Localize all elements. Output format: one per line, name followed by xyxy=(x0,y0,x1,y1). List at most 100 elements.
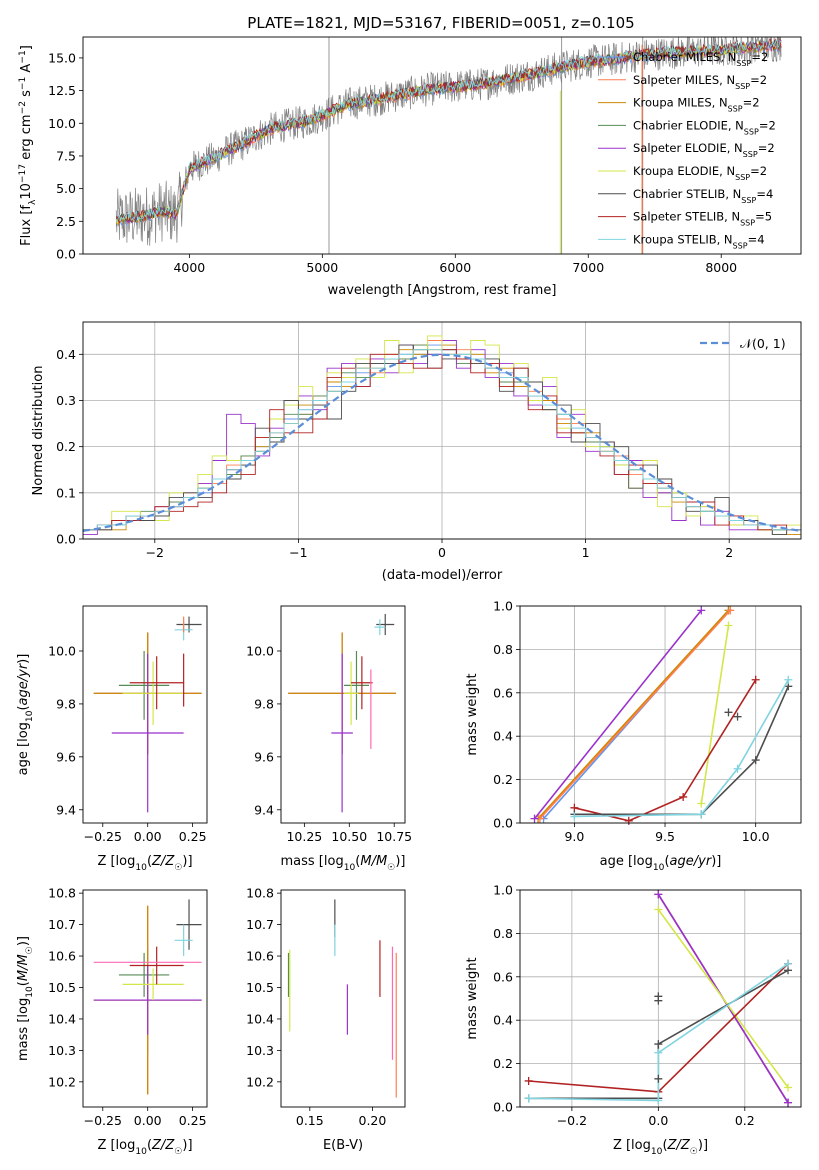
weight-vs-age-marker-7-3 xyxy=(784,675,793,684)
weight-vs-age-xtick-label-0: 9.0 xyxy=(564,829,584,844)
weight-vs-Z-ytick-label-5: 1.0 xyxy=(493,883,513,898)
mass-vs-Z-ytick-label-4: 10.6 xyxy=(48,949,76,964)
mass-vs-Z-xlabel: Z [log10(Z/Z☉)] xyxy=(97,1138,192,1157)
spectrum-model-line-8 xyxy=(116,39,782,223)
age-vs-mass-ytick-label-1: 9.6 xyxy=(254,749,274,764)
weight-vs-age-marker-7-0 xyxy=(570,812,579,821)
age-vs-Z-ytick-label-0: 9.4 xyxy=(56,802,76,817)
spectrum-xtick-label-0: 4000 xyxy=(173,260,205,275)
weight-vs-age-ytick-label-2: 0.4 xyxy=(493,729,513,744)
age-vs-mass-frame xyxy=(280,605,406,824)
residuals-ytick-label-0: 0.0 xyxy=(56,532,76,547)
spectrum-legend-label-8: Kroupa STELIB, NSSP=4 xyxy=(633,232,765,250)
weight-vs-age-ytick-label-4: 0.8 xyxy=(493,642,513,657)
mass-vs-Z-ytick-label-5: 10.7 xyxy=(48,917,76,932)
residuals-frame xyxy=(82,321,802,540)
weight-vs-Z-marker-6-2 xyxy=(654,1048,663,1057)
weight-vs-age-line-4 xyxy=(700,625,730,804)
weight-vs-Z-ytick-label-4: 0.8 xyxy=(493,926,513,941)
spectrum-legend-label-7: Salpeter STELIB, NSSP=5 xyxy=(633,210,772,228)
weight-vs-age-marker-7-1 xyxy=(697,810,706,819)
residuals-xtick-label-4: 2 xyxy=(725,545,733,560)
spectrum-legend-label-0: Chabrier MILES, NSSP=2 xyxy=(633,50,768,68)
mass-vs-Z-ytick-label-6: 10.8 xyxy=(48,886,76,901)
weight-vs-Z-xtick-label-2: 0.2 xyxy=(735,1113,755,1128)
weight-vs-Z-marker-6-1 xyxy=(654,1096,663,1105)
residuals-ylabel: Normed distribution xyxy=(31,366,46,496)
residuals-xtick-label-0: −2 xyxy=(146,545,164,560)
residuals-xtick-label-1: −1 xyxy=(289,545,307,560)
mass-vs-Z-xtick-label-0: −0.25 xyxy=(84,1113,122,1128)
weight-vs-Z-panel: −0.2 0.0 0.2 0.0 0.2 0.4 0.6 0.8 1.0 Z [log10(Z/Z… xyxy=(465,883,802,1157)
age-vs-Z-ytick-label-3: 10.0 xyxy=(48,643,76,658)
age-vs-mass-panel: 10.25 10.50 10.75 9.4 9.6 9.8 10.0 mass [log10(… xyxy=(246,605,412,873)
spectrum-xtick-label-4: 8000 xyxy=(705,260,737,275)
mass-vs-EBV-ytick-label-1: 10.3 xyxy=(246,1043,274,1058)
spectrum-legend-label-5: Kroupa ELODIE, NSSP=2 xyxy=(633,164,767,182)
weight-vs-age-marker-5-2 xyxy=(679,792,688,801)
age-vs-Z-ytick-label-1: 9.6 xyxy=(56,749,76,764)
weight-vs-age-marker-4-0 xyxy=(697,799,706,808)
weight-vs-Z-xtick-label-1: 0.0 xyxy=(648,1113,668,1128)
weight-vs-Z-ytick-label-3: 0.6 xyxy=(493,969,513,984)
weight-vs-Z-marker-2-1 xyxy=(784,1098,793,1107)
weight-vs-age-ytick-label-3: 0.6 xyxy=(493,685,513,700)
weight-vs-age-ytick-label-5: 1.0 xyxy=(493,599,513,614)
spectrum-panel: 4000 5000 6000 7000 8000 0.0 2.5 5.0 7.5 10.0 12.5… xyxy=(18,36,802,298)
mass-vs-Z-xtick-label-1: 0.00 xyxy=(134,1113,162,1128)
residuals-ytick-label-4: 0.4 xyxy=(56,347,76,362)
age-vs-Z-xtick-label-1: 0.00 xyxy=(134,829,162,844)
weight-vs-age-xtick-label-1: 9.5 xyxy=(655,829,675,844)
spectrum-legend-label-3: Chabrier ELODIE, NSSP=2 xyxy=(633,118,776,136)
mass-vs-EBV-frame xyxy=(280,889,406,1108)
age-vs-Z-panel: −0.25 0.00 0.25 9.4 9.6 9.8 10.0 Z [log10(Z/Z☉)… xyxy=(16,605,208,873)
age-vs-Z-xtick-label-0: −0.25 xyxy=(84,829,122,844)
age-vs-mass-ytick-label-3: 10.0 xyxy=(246,643,274,658)
residuals-xtick-label-3: 1 xyxy=(582,545,590,560)
age-vs-mass-ytick-label-0: 9.4 xyxy=(254,802,274,817)
weight-vs-Z-extra-marker-1 xyxy=(654,996,663,1005)
weight-vs-age-extra-marker-1 xyxy=(733,712,742,721)
weight-vs-Z-extra-marker-2 xyxy=(654,1074,663,1083)
spectrum-ytick-label-6: 15.0 xyxy=(48,50,76,65)
spectrum-ytick-label-2: 5.0 xyxy=(56,181,76,196)
mass-vs-Z-ytick-label-0: 10.2 xyxy=(48,1074,76,1089)
spectrum-legend-label-1: Salpeter MILES, NSSP=2 xyxy=(633,73,767,91)
mass-vs-EBV-xlabel: E(B-V) xyxy=(323,1138,363,1153)
weight-vs-Z-marker-3-0 xyxy=(654,905,663,914)
mass-vs-EBV-xtick-label-1: 0.20 xyxy=(359,1113,387,1128)
residuals-ytick-label-3: 0.3 xyxy=(56,393,76,408)
weight-vs-age-frame xyxy=(519,605,802,824)
weight-vs-Z-ytick-label-2: 0.4 xyxy=(493,1013,513,1028)
residuals-normal-curve xyxy=(83,353,801,532)
weight-vs-age-ytick-label-0: 0.0 xyxy=(493,816,513,831)
weight-vs-Z-frame xyxy=(519,889,802,1108)
spectrum-ytick-label-0: 0.0 xyxy=(56,247,76,262)
age-vs-mass-ytick-label-2: 9.8 xyxy=(254,696,274,711)
weight-vs-age-line-6 xyxy=(574,685,790,816)
mass-vs-Z-ylabel: mass [log10(M/M☉)] xyxy=(16,936,35,1061)
mass-vs-EBV-xtick-label-0: 0.15 xyxy=(296,1113,324,1128)
mass-vs-Z-ytick-label-3: 10.5 xyxy=(48,980,76,995)
spectrum-legend-label-4: Salpeter ELODIE, NSSP=2 xyxy=(633,141,775,159)
mass-vs-EBV-ytick-label-4: 10.6 xyxy=(246,949,274,964)
weight-vs-age-line-2 xyxy=(539,609,731,820)
mass-vs-Z-ytick-label-2: 10.4 xyxy=(48,1011,76,1026)
spectrum-ytick-label-4: 10.0 xyxy=(48,116,76,131)
weight-vs-Z-marker-2-0 xyxy=(654,890,663,899)
age-vs-mass-xtick-label-0: 10.25 xyxy=(286,829,322,844)
spectrum-model-line-6 xyxy=(115,39,782,224)
weight-vs-age-line-1 xyxy=(537,609,730,820)
mass-vs-EBV-ytick-label-5: 10.7 xyxy=(246,917,274,932)
age-vs-Z-frame xyxy=(82,605,208,824)
weight-vs-Z-ytick-label-1: 0.2 xyxy=(493,1056,513,1071)
weight-vs-age-line-7 xyxy=(574,679,789,818)
mass-vs-EBV-ytick-label-3: 10.5 xyxy=(246,980,274,995)
spectrum-xtick-label-1: 5000 xyxy=(306,260,338,275)
weight-vs-Z-marker-5-2 xyxy=(654,1040,663,1049)
weight-vs-age-xlabel: age [log10(age/yr)] xyxy=(600,854,722,873)
residuals-xlabel: (data-model)/error xyxy=(382,568,503,583)
spectrum-ytick-label-3: 7.5 xyxy=(56,148,76,163)
residuals-hist-8 xyxy=(83,349,801,539)
